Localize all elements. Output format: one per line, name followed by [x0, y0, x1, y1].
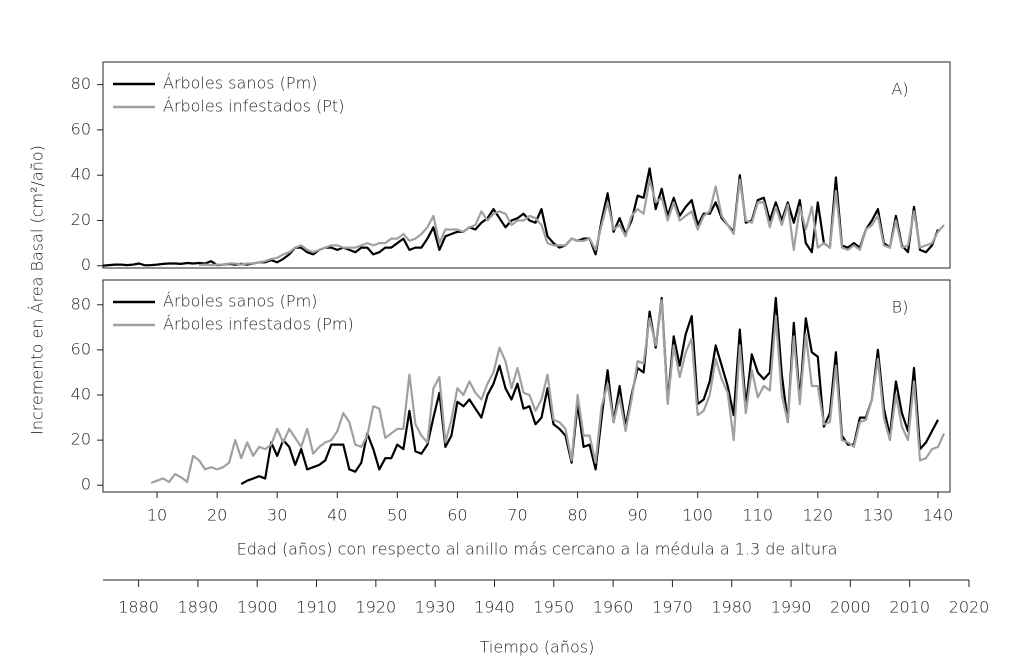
- time-tick-label: 1890: [178, 598, 219, 617]
- plot-frame: [102, 279, 951, 493]
- x-tick-label: 110: [742, 506, 773, 525]
- y-tick-label: 40: [71, 385, 91, 404]
- y-tick-label: 60: [71, 119, 91, 138]
- panel-label: A): [891, 80, 908, 99]
- time-tick-label: 1900: [237, 598, 278, 617]
- time-tick-label: 1920: [355, 598, 396, 617]
- y-tick-label: 60: [71, 339, 91, 358]
- y-tick-label: 40: [71, 165, 91, 184]
- x-tick-label: 80: [567, 506, 587, 525]
- time-tick-label: 2020: [949, 598, 990, 617]
- time-tick-label: 1910: [296, 598, 337, 617]
- y-tick-label: 20: [71, 430, 91, 449]
- time-tick-label: 2010: [889, 598, 930, 617]
- x-axis-label: Edad (años) con respecto al anillo más c…: [237, 540, 838, 559]
- x-tick-label: 90: [627, 506, 647, 525]
- y-tick-label: 20: [71, 210, 91, 229]
- time-tick-label: 1980: [711, 598, 752, 617]
- data-line: [199, 178, 945, 267]
- legend-label: Árboles sanos (Pm): [163, 74, 317, 93]
- x-tick-label: 130: [863, 506, 894, 525]
- time-tick-label: 1940: [474, 598, 515, 617]
- time-tick-label: 1930: [415, 598, 456, 617]
- panel-label: B): [892, 298, 909, 317]
- data-line: [150, 299, 946, 485]
- x-tick-label: 40: [327, 506, 347, 525]
- y-tick-label: 80: [71, 74, 91, 93]
- time-tick-label: 2000: [830, 598, 871, 617]
- time-tick-label: 1880: [118, 598, 159, 617]
- legend-label: Árboles infestados (Pm): [163, 315, 354, 334]
- x-tick-label: 10: [147, 506, 167, 525]
- x-tick-label: 60: [447, 506, 467, 525]
- y-tick-label: 0: [81, 475, 91, 494]
- y-tick-label: 0: [81, 255, 91, 274]
- legend-label: Árboles sanos (Pm): [163, 292, 317, 311]
- x-tick-label: 30: [267, 506, 287, 525]
- time-tick-label: 1970: [652, 598, 693, 617]
- y-axis-label: Incremento en Área Basal (cm²/año): [28, 145, 47, 435]
- plot-frame: [102, 61, 951, 269]
- x-tick-label: 20: [207, 506, 227, 525]
- time-tick-label: 1990: [771, 598, 812, 617]
- legend-label: Árboles infestados (Pt): [163, 97, 344, 116]
- x-tick-label: 140: [923, 506, 954, 525]
- data-line: [240, 296, 939, 486]
- time-tick-label: 1960: [593, 598, 634, 617]
- x-tick-label: 50: [387, 506, 407, 525]
- x-tick-label: 120: [803, 506, 834, 525]
- y-tick-label: 80: [71, 294, 91, 313]
- time-tick-label: 1950: [533, 598, 574, 617]
- x-tick-label: 70: [507, 506, 527, 525]
- x-tick-label: 100: [682, 506, 713, 525]
- time-axis-label: Tiempo (años): [480, 638, 595, 657]
